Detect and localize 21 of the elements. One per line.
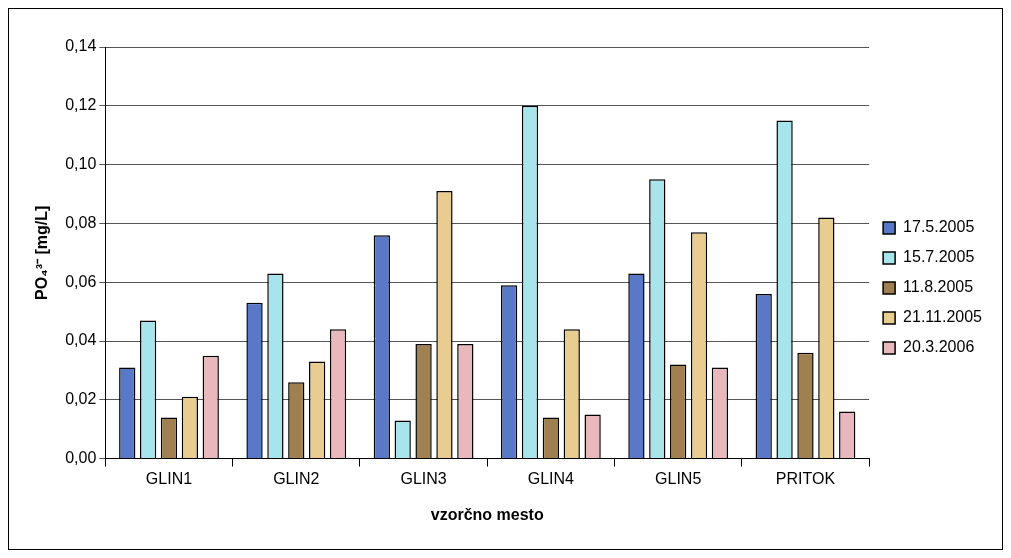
y-tick-label: 0,10 [65, 155, 97, 173]
y-tick-label: 0,12 [65, 96, 97, 114]
y-tick-label: 0,14 [65, 37, 97, 55]
x-tick-label: GLIN4 [527, 469, 575, 487]
x-tick-label: GLIN2 [273, 469, 320, 487]
legend-label: 21.11.2005 [903, 308, 983, 326]
legend-label: 20.3.2006 [903, 338, 975, 356]
y-tick-label: 0,02 [65, 390, 97, 408]
y-tick-label: 0,04 [65, 331, 97, 349]
x-tick-label: GLIN1 [145, 469, 193, 487]
y-tick-label: 0,00 [65, 449, 97, 467]
legend-label: 17.5.2005 [903, 218, 975, 236]
x-tick-label: PRITOK [775, 469, 836, 487]
x-axis-title: vzorčno mesto [430, 505, 544, 523]
x-tick-label: GLIN5 [655, 469, 702, 487]
y-axis-title: PO₄³⁻ [mg/L] [33, 205, 51, 300]
legend-label: 15.7.2005 [903, 248, 975, 266]
x-tick-label: GLIN3 [400, 469, 447, 487]
y-tick-label: 0,08 [65, 213, 97, 231]
legend-label: 11.8.2005 [903, 278, 974, 296]
y-tick-label: 0,06 [65, 272, 97, 290]
